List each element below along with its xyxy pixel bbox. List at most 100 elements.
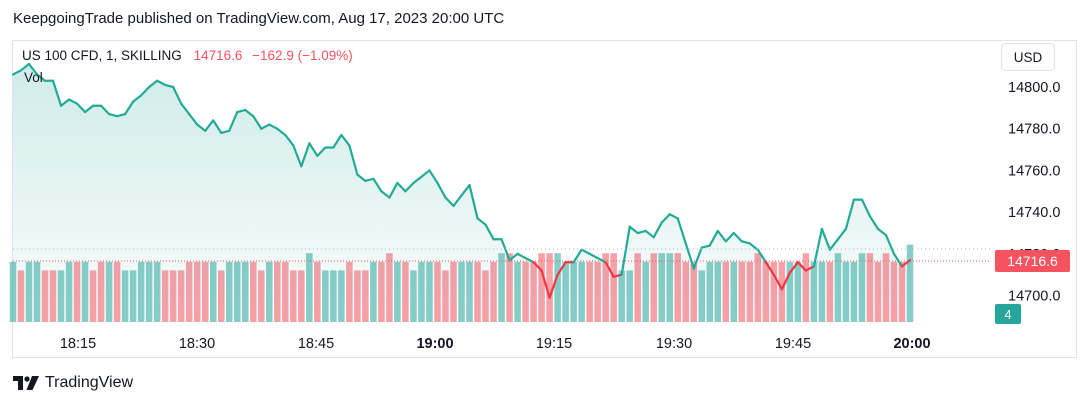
price-line-segment xyxy=(684,242,695,270)
price-line-segment xyxy=(156,79,167,87)
price-line-segment xyxy=(532,261,543,272)
price-line-segment xyxy=(140,85,151,97)
legend-change: −162.9 (−1.09%) xyxy=(252,48,353,63)
price-line-segment xyxy=(516,252,527,260)
price-line-segment xyxy=(732,231,743,243)
price-line-segment xyxy=(196,123,207,132)
price-line-segment xyxy=(99,104,111,116)
price-line-segment xyxy=(780,271,791,291)
price-line-segment xyxy=(116,113,127,118)
price-line-segment xyxy=(51,79,63,107)
price-line-segment xyxy=(148,79,159,89)
price-line-segment xyxy=(292,144,303,168)
price-line-segment xyxy=(444,196,455,207)
footer-brand[interactable]: TradingView xyxy=(13,374,133,392)
price-line-segment xyxy=(580,248,591,255)
price-line-segment xyxy=(180,102,191,116)
x-tick-label: 18:30 xyxy=(179,336,215,352)
price-line-segment xyxy=(452,194,463,207)
y-tick-label: 14760.0 xyxy=(1008,163,1060,179)
price-line-segment xyxy=(772,273,783,291)
price-line-segment xyxy=(276,127,287,137)
price-line-segment xyxy=(500,238,511,262)
price-line-segment xyxy=(436,181,447,199)
price-line-segment xyxy=(788,261,799,274)
price-line-segment xyxy=(508,252,519,262)
price-line-segment xyxy=(404,181,415,193)
price-line-segment xyxy=(644,229,655,239)
price-line-segment xyxy=(108,113,119,118)
price-line-segment xyxy=(604,261,615,278)
price-line-segment xyxy=(844,198,856,230)
price-line-segment xyxy=(380,190,391,199)
price-line-segment xyxy=(700,244,711,249)
price-line-segment xyxy=(35,73,47,82)
price-line-segment xyxy=(460,183,471,197)
x-tick-label: 19:45 xyxy=(775,336,811,352)
price-line-segment xyxy=(556,261,567,276)
price-line-segment xyxy=(268,123,279,130)
price-line-segment xyxy=(612,273,623,278)
price-line-segment xyxy=(356,173,367,182)
price-line-segment xyxy=(212,119,223,134)
attribution-text: KeepgoingTrade published on TradingView.… xyxy=(13,10,505,27)
tradingview-logo-icon xyxy=(13,376,39,390)
price-line-segment xyxy=(284,133,295,147)
price-line-segment xyxy=(708,229,719,247)
price-line-segment xyxy=(59,98,71,107)
currency-button[interactable]: USD xyxy=(1001,43,1055,71)
price-line-segment xyxy=(220,129,231,134)
price-line-segment xyxy=(228,110,239,132)
price-line-segment xyxy=(900,259,912,268)
price-line-segment xyxy=(876,227,888,237)
price-line-segment xyxy=(132,94,143,103)
price-line-segment xyxy=(868,215,880,230)
price-line-segment xyxy=(620,225,631,276)
price-line-segment xyxy=(812,227,824,268)
price-line-segment xyxy=(484,223,495,241)
price-line-segment xyxy=(188,113,199,126)
price-line-segment xyxy=(316,146,327,157)
price-line-segment xyxy=(796,261,807,272)
price-line-segment xyxy=(588,252,599,260)
price-line-segment xyxy=(476,217,487,226)
footer-brand-name: TradingView xyxy=(45,374,134,391)
price-line-segment xyxy=(372,177,383,193)
price-line-segment xyxy=(412,175,423,185)
volume-label[interactable]: Vol xyxy=(24,70,43,85)
price-line-segment xyxy=(724,231,735,243)
price-line-segment xyxy=(27,62,39,76)
price-line-segment xyxy=(364,177,375,182)
x-tick-label: 19:00 xyxy=(416,336,453,352)
price-line-segment xyxy=(75,102,87,114)
price-line-segment xyxy=(428,169,439,185)
symbol-label[interactable]: US 100 CFD, 1, SKILLING xyxy=(22,48,182,63)
last-volume-tag: 4 xyxy=(995,304,1021,324)
price-line-segment xyxy=(204,119,215,132)
price-line-segment xyxy=(252,115,263,130)
price-line-segment xyxy=(468,183,479,220)
price-line-segment xyxy=(804,265,815,272)
price-line-segment xyxy=(836,227,848,241)
price-line-segment xyxy=(83,104,95,114)
price-line-segment xyxy=(884,234,896,255)
price-line-segment xyxy=(860,198,872,218)
price-line-segment xyxy=(300,142,311,168)
price-line-segment xyxy=(540,269,551,299)
price-line-segment xyxy=(892,252,904,268)
x-tick-label: 18:15 xyxy=(60,336,96,352)
price-line-segment xyxy=(668,213,679,220)
price-line-segment xyxy=(11,69,23,76)
y-tick-label: 14800.0 xyxy=(1008,80,1060,96)
price-line-segment xyxy=(164,83,175,89)
price-line-segment xyxy=(676,217,687,245)
price-line-segment xyxy=(548,273,559,299)
chart-legend: US 100 CFD, 1, SKILLING 14716.6 −162.9 (… xyxy=(22,48,353,63)
price-line-segment xyxy=(764,261,775,276)
last-price-tag: 14716.6 xyxy=(995,250,1070,272)
price-line-segment xyxy=(244,108,255,118)
price-line-segment xyxy=(652,221,663,239)
price-line-segment xyxy=(572,248,583,264)
price-line-segment xyxy=(596,256,607,264)
